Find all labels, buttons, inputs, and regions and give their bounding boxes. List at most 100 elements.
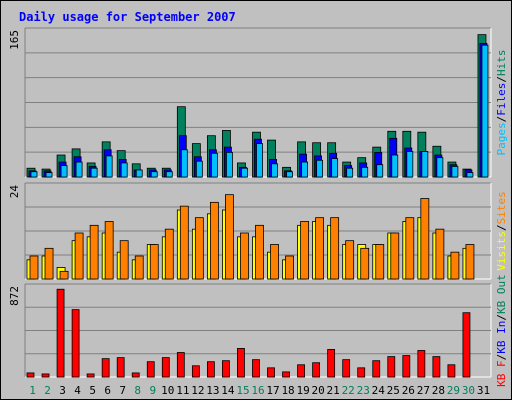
kb-panel-bar-kb-f-day-22 — [342, 359, 351, 378]
x-tick-label-day-3: 3 — [59, 384, 66, 397]
hits-panel-bar-pages-day-10 — [165, 171, 173, 178]
kb-panel-bar-kb-f-day-5 — [86, 373, 95, 378]
kb-panel-bar-kb-f-day-30 — [462, 312, 471, 378]
kbytes-panel-bar-sites-day-25 — [390, 232, 400, 280]
kbytes-panel-axis-legend: Visits/Sites — [495, 191, 508, 271]
kb-panel-bar-kb-f-day-13 — [206, 361, 215, 378]
x-tick-label-day-9: 9 — [149, 384, 156, 397]
hits-panel-bar-pages-day-5 — [90, 167, 98, 178]
hits-panel-bar-pages-day-14 — [226, 151, 233, 178]
kbytes-panel-bar-sites-day-29 — [450, 251, 460, 280]
hits-panel-bar-pages-day-17 — [271, 163, 278, 178]
kb-panel-bar-kb-f-day-18 — [282, 371, 290, 378]
kbytes-panel-bar-sites-day-21 — [330, 217, 340, 280]
kb-panel-bar-kb-f-day-8 — [131, 372, 140, 378]
x-tick-label-day-16: 16 — [251, 384, 264, 397]
x-tick-label-day-2: 2 — [44, 384, 51, 397]
kbytes-panel-bar-sites-day-8 — [134, 255, 144, 280]
hits-panel-ymax-label: 165 — [8, 30, 21, 50]
x-tick-label-day-4: 4 — [74, 384, 81, 397]
hits-panel-bar-pages-day-12 — [195, 160, 203, 178]
kb-panel-axis-legend: KB F/KB In/KB Out — [495, 274, 508, 387]
kb-panel-bar-kb-f-day-2 — [41, 373, 50, 378]
kbytes-panel-bar-sites-day-9 — [149, 244, 159, 280]
hits-panel-bar-pages-day-19 — [301, 161, 308, 178]
kb-panel-bar-kb-f-day-16 — [252, 359, 260, 378]
x-tick-label-day-7: 7 — [119, 384, 126, 397]
kbytes-panel-bar-sites-day-23 — [360, 247, 370, 280]
kbytes-panel-bar-sites-day-16 — [255, 224, 264, 280]
x-tick-label-day-13: 13 — [206, 384, 219, 397]
hits-panel-bar-pages-day-25 — [391, 154, 399, 178]
hits-panel-bar-pages-day-9 — [150, 171, 158, 178]
x-tick-label-day-19: 19 — [296, 384, 309, 397]
x-tick-label-day-31: 31 — [477, 384, 490, 397]
kb-panel-legend-part: KB Out — [495, 274, 508, 314]
hits-panel-bar-pages-day-4 — [75, 161, 83, 178]
chart-title: Daily usage for September 2007 — [19, 10, 236, 24]
kbytes-panel-bar-sites-day-5 — [89, 224, 99, 280]
x-tick-label-day-20: 20 — [312, 384, 325, 397]
kb-panel-bar-kb-f-day-14 — [222, 360, 230, 378]
hits-panel-bar-pages-day-23 — [361, 166, 369, 178]
kb-panel-bar-kb-f-day-26 — [402, 355, 411, 378]
kbytes-panel-bar-sites-day-17 — [270, 244, 279, 280]
kbytes-panel-bar-sites-day-15 — [240, 232, 249, 280]
kb-panel-bar-kb-f-day-12 — [191, 365, 200, 378]
kb-panel-bar-kb-f-day-4 — [71, 309, 80, 378]
kb-panel-bar-kb-f-day-28 — [432, 356, 441, 378]
x-tick-label-day-17: 17 — [266, 384, 279, 397]
x-tick-label-day-14: 14 — [221, 384, 235, 397]
kb-panel-bar-kb-f-day-23 — [357, 367, 366, 378]
hits-panel-bar-pages-day-30 — [466, 172, 474, 178]
kb-panel-legend-part: / — [495, 354, 508, 361]
hits-panel-bar-pages-day-28 — [436, 157, 444, 178]
kbytes-panel-bar-sites-day-6 — [104, 221, 114, 280]
x-tick-label-day-5: 5 — [89, 384, 96, 397]
kb-panel-legend-part: / — [495, 314, 508, 321]
hits-panel-bar-pages-day-13 — [210, 152, 218, 178]
hits-panel-bar-pages-day-2 — [45, 172, 53, 178]
hits-panel-bar-pages-day-24 — [376, 164, 384, 178]
hits-panel-bar-pages-day-31 — [481, 44, 489, 178]
hits-panel-legend-part: Files — [495, 83, 508, 116]
x-tick-label-day-25: 25 — [387, 384, 400, 397]
hits-panel-axis-legend: Pages/Files/Hits — [495, 50, 508, 156]
x-tick-label-day-22: 22 — [342, 384, 355, 397]
kbytes-panel-bar-sites-day-19 — [300, 221, 309, 280]
kbytes-panel-bar-sites-day-18 — [285, 255, 294, 280]
kb-panel-bar-kb-f-day-15 — [237, 348, 245, 378]
x-tick-label-day-29: 29 — [447, 384, 460, 397]
kb-panel-bar-kb-f-day-17 — [267, 367, 275, 378]
x-tick-label-day-10: 10 — [161, 384, 174, 397]
hits-panel-bar-pages-day-20 — [316, 159, 324, 178]
kb-panel-bar-kb-f-day-3 — [56, 288, 65, 378]
kbytes-panel-bar-sites-day-13 — [209, 201, 219, 280]
kbytes-panel-bar-sites-day-27 — [420, 198, 430, 280]
kb-panel-bar-kb-f-day-10 — [161, 357, 170, 378]
hits-panel-legend-part: / — [495, 116, 508, 123]
kb-panel-bar-kb-f-day-1 — [26, 372, 35, 378]
kbytes-panel-bar-sites-day-4 — [74, 232, 84, 280]
x-tick-label-day-12: 12 — [191, 384, 204, 397]
kbytes-panel-bar-sites-day-11 — [179, 205, 189, 280]
hits-panel-bar-pages-day-18 — [286, 171, 293, 178]
x-tick-label-day-23: 23 — [357, 384, 370, 397]
kb-panel-bar-kb-f-day-29 — [447, 364, 456, 378]
kbytes-panel-bar-sites-day-1 — [29, 255, 39, 280]
hits-panel-bar-pages-day-7 — [120, 162, 128, 178]
hits-panel-legend-part: Pages — [495, 122, 508, 155]
hits-panel-bar-pages-day-15 — [241, 167, 248, 178]
kbytes-panel-ymax-label: 24 — [8, 185, 21, 199]
kb-panel-bar-kb-f-day-19 — [297, 364, 305, 378]
kbytes-panel-legend-part: / — [495, 224, 508, 231]
x-tick-label-day-24: 24 — [372, 384, 386, 397]
kbytes-panel-bar-sites-day-2 — [44, 247, 54, 280]
x-tick-label-day-30: 30 — [462, 384, 475, 397]
x-tick-label-day-21: 21 — [327, 384, 340, 397]
kb-panel-legend-part: KB In — [495, 321, 508, 354]
kbytes-panel-legend-part: Sites — [495, 191, 508, 224]
x-tick-label-day-8: 8 — [134, 384, 141, 397]
kbytes-panel-bar-sites-day-22 — [345, 240, 355, 280]
